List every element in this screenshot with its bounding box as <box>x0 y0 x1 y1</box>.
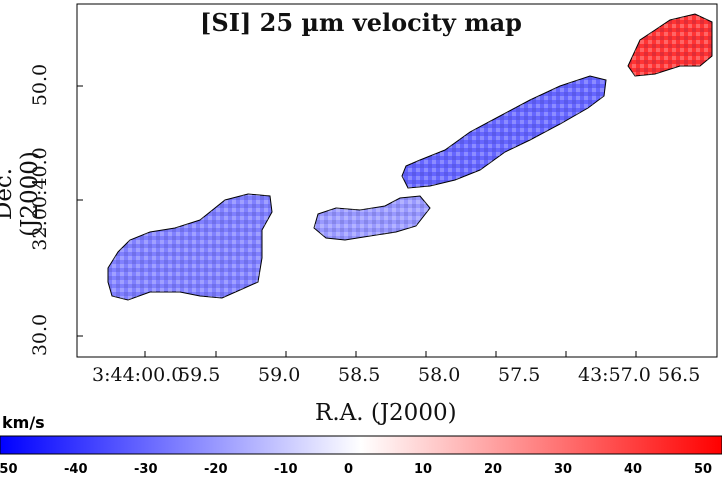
colorbar-tick-label: 0 <box>344 462 354 477</box>
colorbar-tick-label: 30 <box>554 462 573 477</box>
colorbar-tick-label: -30 <box>134 462 158 477</box>
x-axis-label: R.A. (J2000) <box>315 400 457 426</box>
colorbar-tick-label: 20 <box>484 462 503 477</box>
colorbar-tick-label: 10 <box>414 462 433 477</box>
colorbar <box>0 435 722 455</box>
x-tick-label: 59.0 <box>258 364 301 386</box>
velocity-region-texture-3 <box>402 76 606 188</box>
x-tick-label: 43:57.0 <box>578 364 651 386</box>
colorbar-tick-label: -10 <box>274 462 298 477</box>
colorbar-tick-label: -40 <box>64 462 88 477</box>
y-tick-label: 30.0 <box>29 313 51 357</box>
colorbar-tick-label: -50 <box>0 462 18 477</box>
velocity-region-texture-4 <box>628 14 712 76</box>
x-tick-label: 57.5 <box>498 364 541 386</box>
colorbar-tick-label: 50 <box>694 462 713 477</box>
colorbar-tick-label: -20 <box>204 462 228 477</box>
plot-frame <box>76 3 718 358</box>
velocity-region-texture-2 <box>314 196 430 240</box>
x-tick-label: 58.5 <box>338 364 381 386</box>
x-tick-label: 56.5 <box>658 364 701 386</box>
x-tick-label: 58.0 <box>418 364 461 386</box>
velocity-region-texture-1 <box>108 194 272 300</box>
y-tick-label: 50.0 <box>29 63 51 107</box>
colorbar-label: km/s <box>2 413 45 432</box>
x-tick-label: 3:44:00.0 <box>92 364 184 386</box>
colorbar-tick-label: 40 <box>624 462 643 477</box>
chart-title: [SI] 25 µm velocity map <box>200 8 522 37</box>
x-tick-label: 59.5 <box>178 364 221 386</box>
